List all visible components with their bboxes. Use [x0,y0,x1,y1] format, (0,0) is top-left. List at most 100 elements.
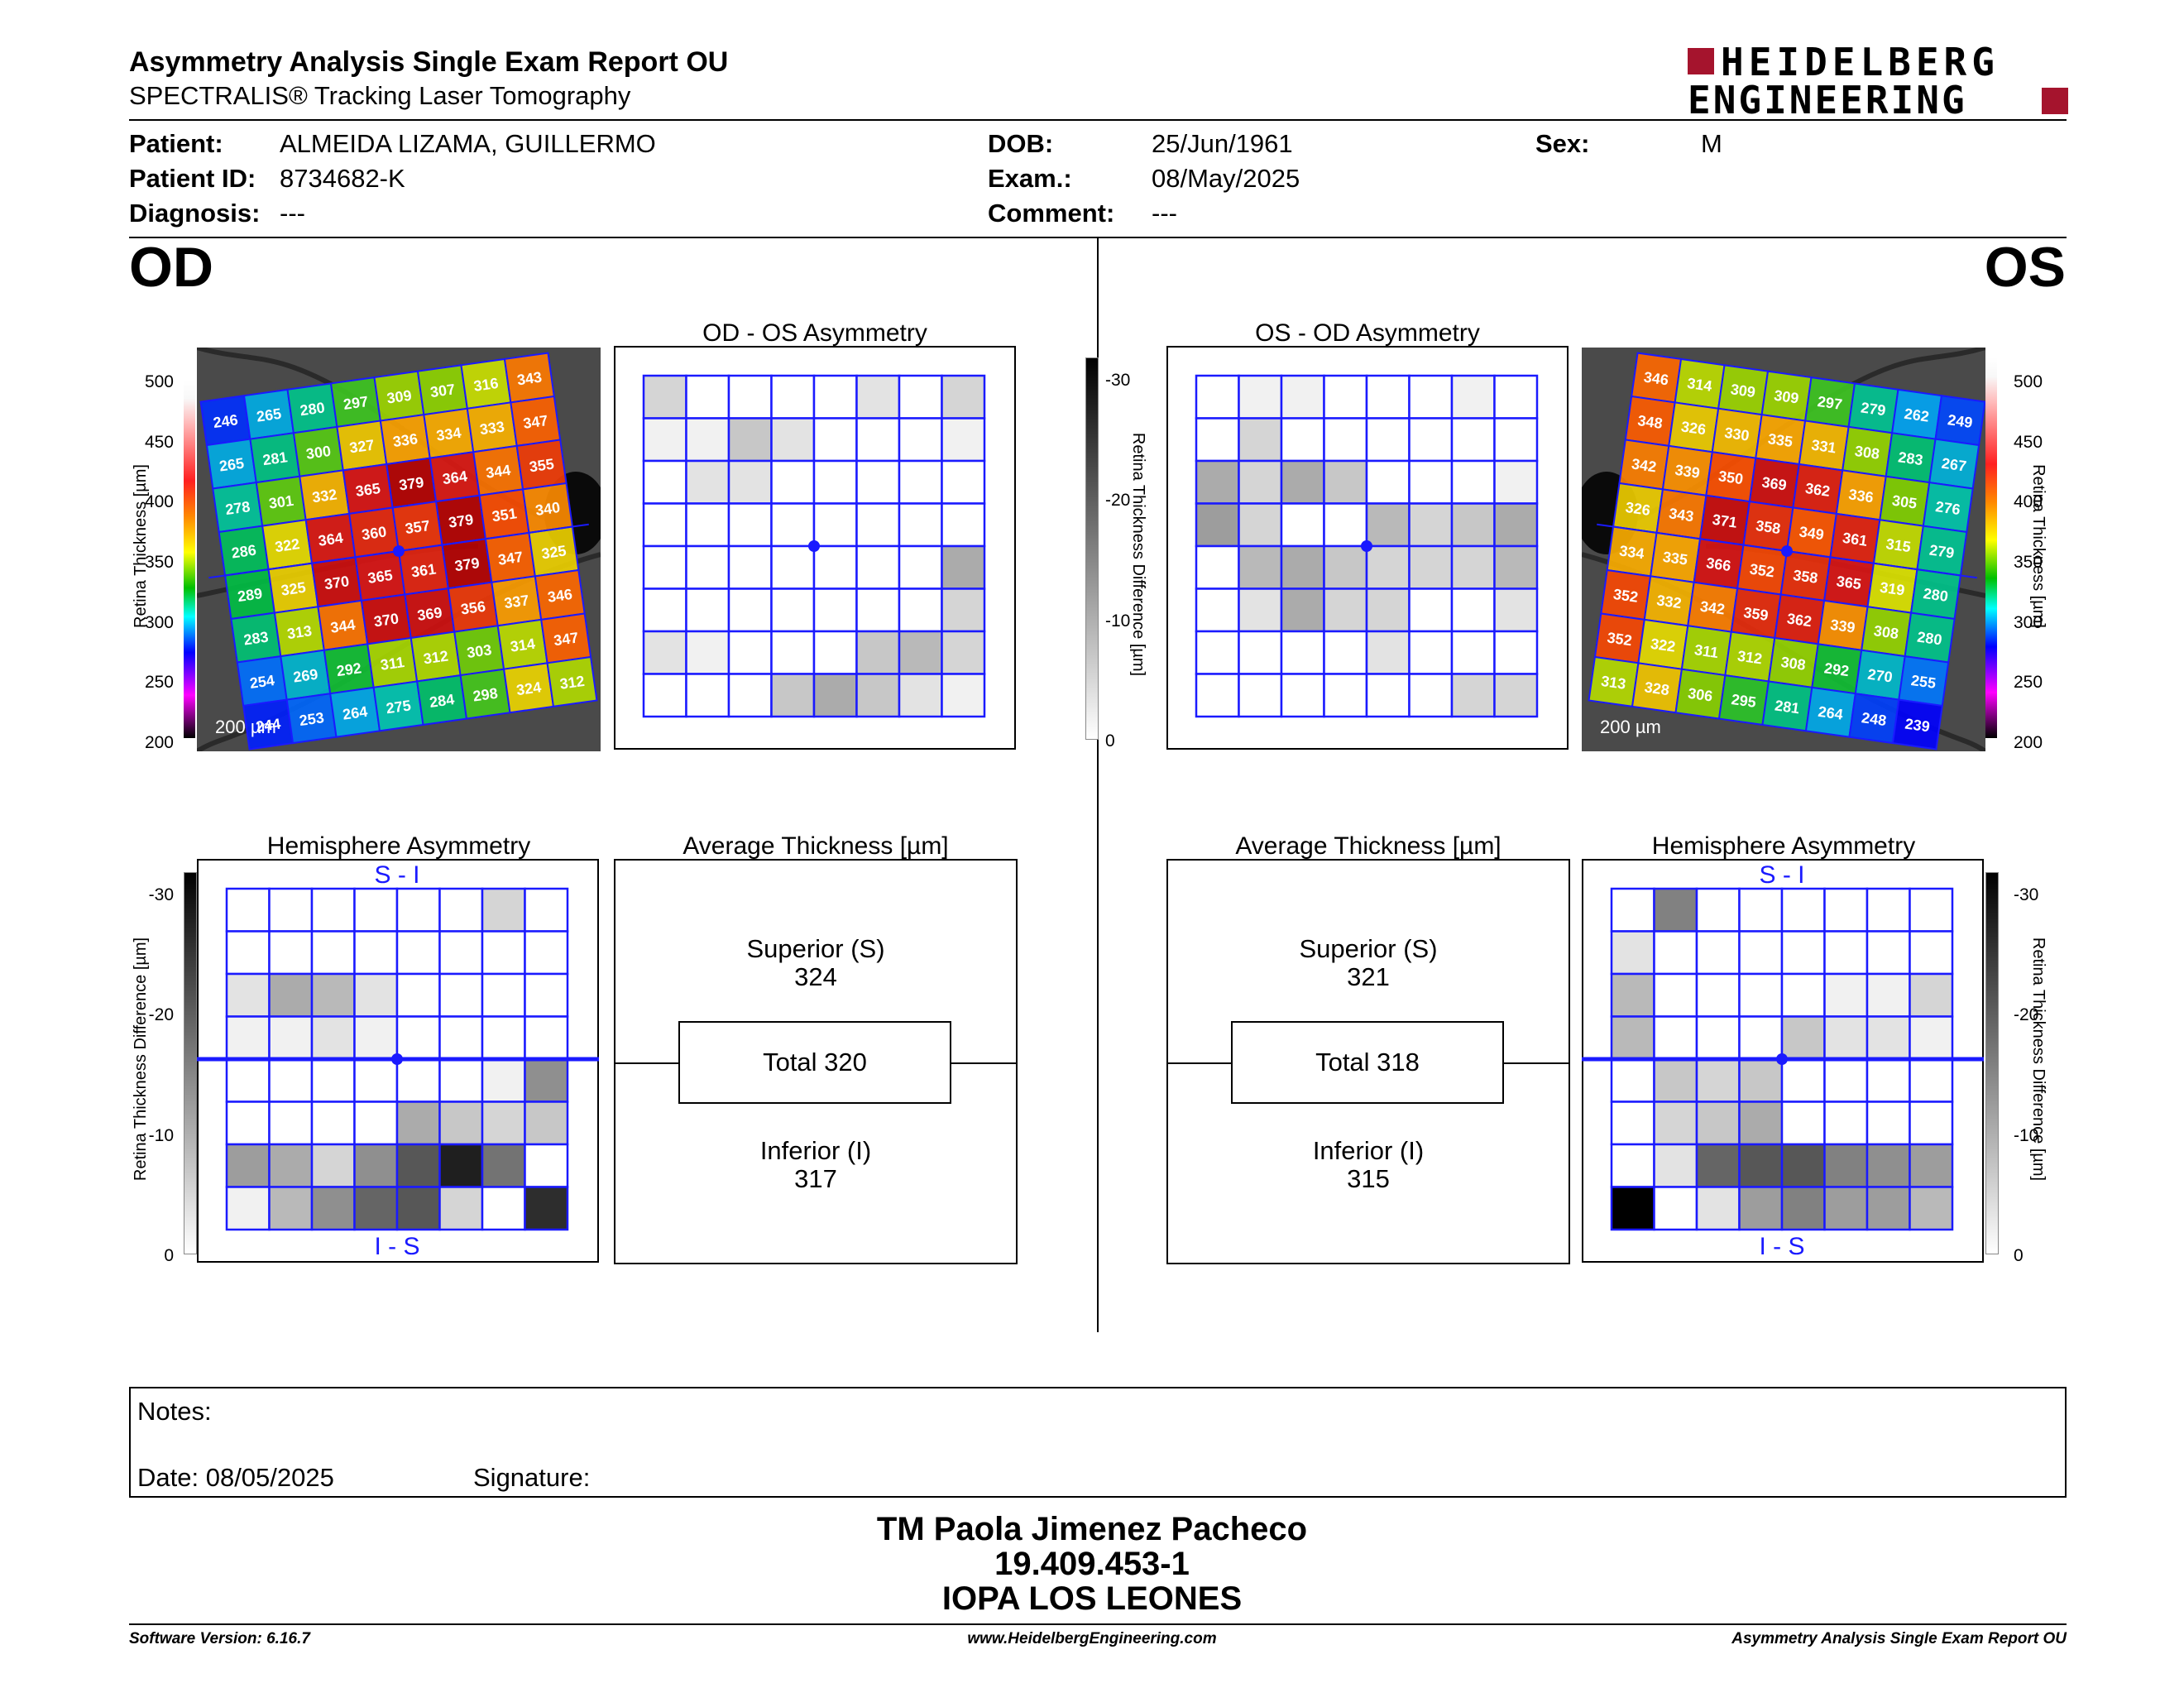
od-thickness-value: 311 [380,654,406,674]
od-hemi_grid-cell [481,1015,526,1061]
od-thickness-value: 264 [342,703,369,723]
os-asym_grid-cell [1450,459,1496,505]
os-asym_grid-cell [1408,502,1454,548]
od-asym_grid-cell [812,673,858,718]
os-hemi_grid-cell [1610,1143,1655,1188]
os-eye-label: OS [1984,236,2066,299]
os-hemi_grid-cell [1695,887,1741,933]
od-hemi_grid-cell [438,887,484,933]
os-thickness-value: 352 [1749,561,1776,581]
notes-signature[interactable]: Signature: [473,1463,591,1492]
os-hemi_grid-cell [1610,1057,1655,1103]
os-asym_grid-cell [1493,673,1539,718]
od-thickness-cell [546,655,598,707]
os-asym_grid-cell [1280,374,1325,420]
os-superior-value: 321 [1347,962,1390,991]
od-thickness-value: 298 [472,685,499,705]
od-hemi_grid-cell [310,1101,356,1146]
os-thickness-tick: 450 [2014,432,2043,452]
od-thickness-value: 301 [268,492,295,512]
os-hemi-top-label: S - I [1759,861,1804,889]
od-asym_grid-cell [941,459,986,505]
footer-software: Software Version: 6.16.7 [129,1630,310,1647]
logo-text-engineering: ENGINEERING [1688,78,1967,122]
os-superior-label: Superior (S) [1299,934,1438,963]
os-asym_grid-cell [1365,587,1410,633]
os-hemi_grid-cell [1653,1015,1698,1061]
footer-report: Asymmetry Analysis Single Exam Report OU [1731,1630,2067,1647]
os-thickness-value: 362 [1786,610,1813,630]
os-thickness-value: 249 [1947,411,1974,431]
od-hemi_grid-cell [225,1143,271,1188]
os-thickness-scale-label: Retina Thickness [µm] [2029,464,2048,628]
os-thickness-value: 346 [1643,368,1670,388]
os-thickness-value: 339 [1829,616,1856,636]
od-total: Total 320 [678,1021,951,1104]
diagnosis-value: --- [280,199,305,228]
od-thickness-value: 297 [342,393,370,413]
footer-website[interactable]: www.HeidelbergEngineering.com [967,1630,1217,1647]
os-thickness-value: 314 [1686,375,1713,395]
os-hemi-bottom-label: I - S [1759,1233,1804,1260]
od-thickness-value: 300 [305,443,333,463]
od-hemi_grid-cell [481,887,526,933]
os-hemi-title: Hemisphere Asymmetry [1651,832,1916,860]
od-superior-label: Superior (S) [746,934,885,963]
os-hemi_grid-cell [1866,930,1911,976]
os-thickness-value: 343 [1668,505,1695,525]
os-hemi_grid-cell [1909,930,1954,976]
od-hemi_grid-cell [268,1186,314,1231]
os-thickness-value: 339 [1674,462,1701,482]
os-thickness-value: 352 [1612,586,1640,606]
od-hemi-center-dot [391,1053,403,1065]
os-thickness-value: 366 [1705,554,1732,574]
os-thickness-tick: 250 [2014,673,2043,693]
od-asym_grid-cell [941,673,986,718]
od-thickness-value: 322 [274,535,301,555]
od-hemi_grid-cell [353,1057,399,1103]
od-asym_grid-cell [898,587,943,633]
od-hemi_grid-cell [524,1057,569,1103]
od-asym_grid-cell [855,587,901,633]
od-hemi_grid-cell [438,1015,484,1061]
od-hemi_grid-cell [268,930,314,976]
od-asym_grid-cell [685,417,730,463]
os-hemi_grid-cell [1909,887,1954,933]
od-thickness-value: 379 [448,511,475,531]
os-asym_grid-cell [1365,630,1410,675]
os-thickness-value: 335 [1662,549,1689,568]
od-thickness-colorbar [184,381,195,738]
od-asym_grid-cell [898,417,943,463]
od-thickness-value: 333 [479,418,506,438]
od-hemi_grid-cell [353,1143,399,1188]
os-thickness-value: 311 [1693,641,1720,661]
os-thickness-value: 315 [1885,535,1912,555]
od-avg-title: Average Thickness [µm] [682,832,949,860]
od-thickness-value: 343 [516,368,544,388]
od-thickness-value: 309 [386,387,413,407]
od-hemi_grid-cell [481,972,526,1018]
od-thickness-value: 357 [404,517,431,537]
od-asym_grid-cell [727,673,773,718]
os-hemi_grid-cell [1780,972,1826,1018]
od-thickness-value: 334 [435,424,462,444]
diff-scale-center-text: Retina Thickness Difference [µm] [1129,433,1147,676]
os-thickness-value: 326 [1680,418,1707,438]
od-thickness-value: 314 [510,635,537,655]
os-asym_grid-cell [1195,587,1240,633]
os-hemi_grid-cell [1823,972,1869,1018]
od-asym_grid-cell [941,587,986,633]
os-asym_grid-cell [1450,417,1496,463]
os-hemi_grid-cell [1738,887,1784,933]
diff-scale-label-center: Retina Thickness Difference [µm] [1129,433,1147,676]
os-scale-bar: 200 µm [1600,717,1661,737]
od-hemi_grid-cell [395,930,441,976]
heidelberg-logo: HEIDELBERG ENGINEERING [1688,40,2068,122]
os-asym_grid-cell [1493,459,1539,505]
od-hemi_grid-cell [395,1186,441,1231]
os-thickness-value: 342 [1631,455,1658,475]
os-avg-title: Average Thickness [µm] [1235,832,1502,860]
od-asym_grid-cell [770,587,816,633]
os-hemi_grid-cell [1695,1143,1741,1188]
sex-label: Sex: [1535,129,1590,158]
